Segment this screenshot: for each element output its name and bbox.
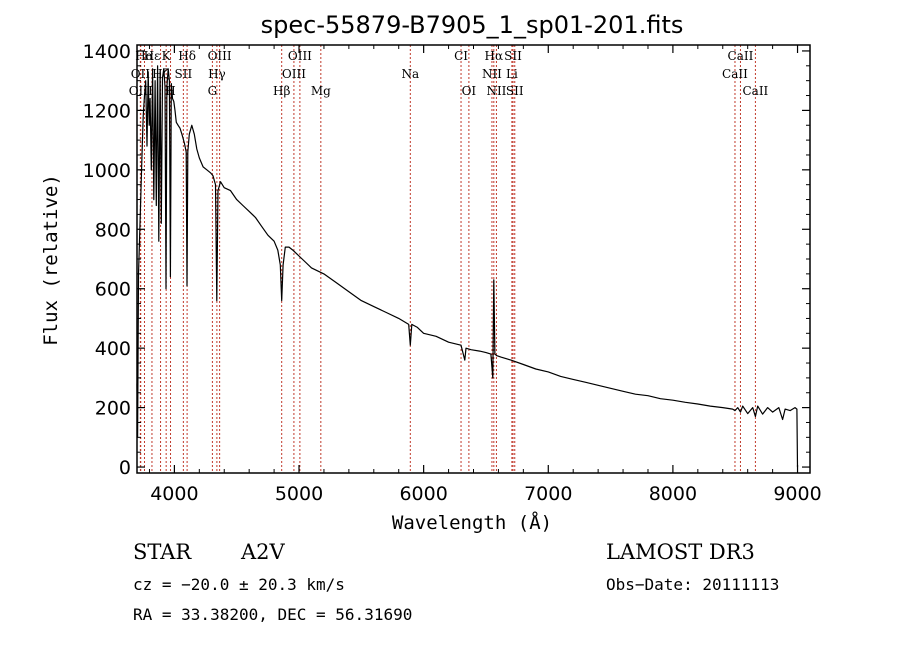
spectral-line-label: Hγ bbox=[208, 67, 226, 81]
survey-name: LAMOST DR3 bbox=[606, 540, 755, 564]
x-tick-label: 5000 bbox=[275, 483, 323, 505]
spectral-line-label: OIII bbox=[282, 67, 306, 81]
y-tick-label: 400 bbox=[95, 338, 131, 360]
spectral-line-label: OIII bbox=[208, 49, 232, 63]
spectral-line-label: OIII bbox=[129, 84, 153, 98]
y-tick-label: 1200 bbox=[83, 100, 131, 122]
y-tick-label: 200 bbox=[95, 398, 131, 420]
spectral-line-label: CI bbox=[454, 49, 468, 63]
spectral-line-label: Hβ bbox=[273, 84, 290, 98]
spectral-line-label: Li bbox=[506, 67, 518, 81]
y-tick-label: 1400 bbox=[83, 41, 131, 63]
x-tick-label: 6000 bbox=[399, 483, 447, 505]
spectrum-line bbox=[136, 65, 799, 468]
spectral-line-label: SII bbox=[504, 49, 522, 63]
spectral-line-label: Mg bbox=[311, 84, 331, 98]
spectral-line-label: G bbox=[208, 84, 218, 98]
spectral-line-label: Hδ bbox=[178, 49, 196, 63]
spectral-line-label: OI bbox=[462, 84, 477, 98]
object-class: STAR bbox=[133, 540, 192, 564]
spectral-line-label: Hα bbox=[135, 49, 154, 63]
spectral-line-label: Hε bbox=[144, 49, 161, 63]
spectral-line-label: OIII bbox=[288, 49, 312, 63]
x-axis-ticks: 4000 5000 6000 7000 8000 9000 bbox=[148, 45, 822, 505]
x-tick-label: 8000 bbox=[649, 483, 697, 505]
spectral-line-label: OII bbox=[131, 67, 151, 81]
spectral-line-label: K bbox=[162, 49, 172, 63]
redshift-text: cz = −20.0 ± 20.3 km/s bbox=[133, 575, 345, 594]
spectral-line-label: CaII bbox=[728, 49, 754, 63]
y-tick-label: 1000 bbox=[83, 160, 131, 182]
y-tick-label: 600 bbox=[95, 279, 131, 301]
y-tick-label: 800 bbox=[95, 219, 131, 241]
plot-frame bbox=[136, 44, 811, 474]
spectral-line-label: NII bbox=[486, 84, 506, 98]
spectral-line-label: Hζ bbox=[152, 67, 169, 81]
y-tick-label: 0 bbox=[119, 457, 131, 479]
spectral-line-label: H bbox=[165, 84, 175, 98]
object-subclass: A2V bbox=[240, 540, 286, 564]
y-axis-label: Flux (relative) bbox=[40, 174, 62, 346]
spectral-line-label: CaII bbox=[722, 67, 748, 81]
x-tick-label: 7000 bbox=[524, 483, 572, 505]
obs-date-text: Obs−Date: 20111113 bbox=[606, 575, 779, 594]
spectral-line-label: Hα bbox=[485, 49, 504, 63]
y-axis-ticks: 0 200 400 600 800 1000 1200 1400 bbox=[83, 41, 810, 479]
spectral-line-label: NII bbox=[482, 67, 502, 81]
spectral-line-label: SII bbox=[175, 67, 193, 81]
chart-title: spec-55879-B7905_1_sp01-201.fits bbox=[261, 11, 684, 39]
spectral-line-markers bbox=[139, 45, 756, 473]
coordinates-text: RA = 33.38200, DEC = 56.31690 bbox=[133, 605, 412, 624]
spectral-line-label: CaII bbox=[742, 84, 768, 98]
x-tick-label: 4000 bbox=[150, 483, 198, 505]
x-tick-label: 9000 bbox=[773, 483, 821, 505]
spectral-line-label: Na bbox=[401, 67, 419, 81]
spectral-line-label: SII bbox=[506, 84, 524, 98]
x-axis-label: Wavelength (Å) bbox=[392, 511, 552, 534]
